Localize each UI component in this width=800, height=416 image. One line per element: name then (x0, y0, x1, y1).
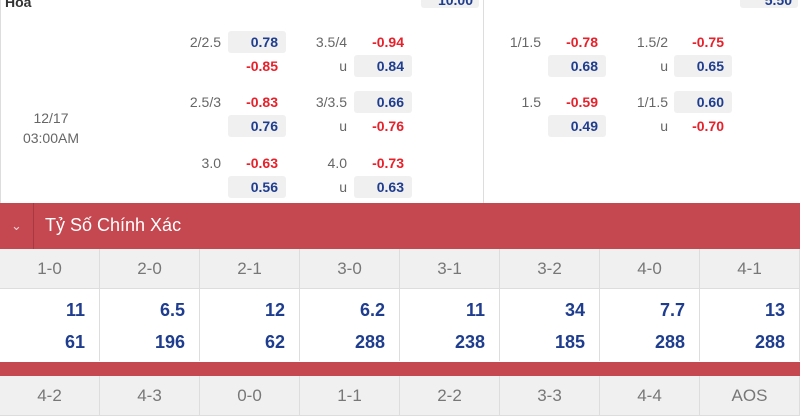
score-label: 1-1 (300, 376, 400, 415)
score-label: 2-1 (200, 249, 300, 288)
odds-value[interactable]: 7.7 (659, 300, 685, 320)
odds-value[interactable]: 288 (354, 332, 385, 352)
odds-value[interactable]: 62 (264, 332, 285, 352)
score-odds-cell[interactable]: 6.5 196 (100, 289, 200, 361)
odds-value[interactable]: 6.5 (159, 300, 185, 320)
draw-odds[interactable]: 5.50 (740, 0, 798, 8)
odds-value[interactable]: 12 (264, 300, 285, 320)
score-label: 4-0 (600, 249, 700, 288)
total-line: 1.5/2 (636, 34, 668, 50)
odds-value[interactable]: 196 (154, 332, 185, 352)
odds-value[interactable]: 11 (65, 300, 85, 320)
chevron-down-icon[interactable]: ⌄ (0, 203, 34, 249)
odds-value[interactable]: -0.75 (692, 34, 724, 50)
odds-panel: Hòa 10.00 5.50 12/17 03:00AM 2/2.5 0.78 -0… (0, 0, 800, 203)
draw-odds[interactable]: 10.00 (421, 0, 479, 8)
score-odds-cell[interactable]: 34 185 (500, 289, 600, 361)
score-label: 3-0 (300, 249, 400, 288)
handicap-line: 1/1.5 (509, 34, 541, 50)
odds-value[interactable]: 0.66 (354, 91, 412, 113)
score-label: 3-2 (500, 249, 600, 288)
odds-value[interactable]: 6.2 (359, 300, 385, 320)
under-label: u (339, 179, 347, 195)
odds-value[interactable]: -0.63 (246, 155, 278, 171)
score-odds-cell[interactable]: 7.7 288 (600, 289, 700, 361)
divider (483, 0, 484, 203)
under-label: u (339, 118, 347, 134)
under-label: u (660, 118, 668, 134)
score-label: 3-1 (400, 249, 500, 288)
odds-value[interactable]: -0.78 (566, 34, 598, 50)
odds-value[interactable]: 13 (764, 300, 785, 320)
odds-value[interactable]: -0.59 (566, 94, 598, 110)
total-line: 3/3.5 (315, 94, 347, 110)
score-odds-cell[interactable]: 11 238 (400, 289, 500, 361)
handicap-line: 2/2.5 (189, 34, 221, 50)
odds-value[interactable]: 0.49 (548, 115, 606, 137)
total-line: 4.0 (327, 155, 347, 171)
odds-value[interactable]: 0.60 (674, 91, 732, 113)
score-label: 0-0 (200, 376, 300, 415)
score-label: 4-3 (100, 376, 200, 415)
score-label: 4-4 (600, 376, 700, 415)
under-label: u (660, 58, 668, 74)
score-label: 4-2 (0, 376, 100, 415)
section-title: Tỷ Số Chính Xác (45, 215, 182, 235)
match-time: 12/17 03:00AM (11, 108, 91, 148)
odds-value[interactable]: -0.70 (692, 118, 724, 134)
odds-value[interactable]: 34 (564, 300, 585, 320)
score-label: AOS (700, 376, 800, 415)
odds-value[interactable]: 0.84 (354, 55, 412, 77)
odds-value[interactable]: 0.78 (228, 31, 286, 53)
odds-value[interactable]: 61 (64, 332, 85, 352)
score-header-row: 1-0 2-0 2-1 3-0 3-1 3-2 4-0 4-1 (0, 249, 800, 289)
odds-value[interactable]: -0.76 (372, 118, 404, 134)
section-band (0, 362, 800, 376)
odds-value[interactable]: 238 (454, 332, 485, 352)
odds-value[interactable]: 11 (465, 300, 485, 320)
total-line: 1/1.5 (636, 94, 668, 110)
odds-value[interactable]: -0.85 (246, 58, 278, 74)
odds-value[interactable]: 0.56 (228, 176, 286, 198)
odds-value[interactable]: 185 (554, 332, 585, 352)
score-label: 4-1 (700, 249, 800, 288)
score-label: 1-0 (0, 249, 100, 288)
match-date: 12/17 (33, 110, 69, 126)
score-label: 3-3 (500, 376, 600, 415)
odds-value[interactable]: 0.68 (548, 55, 606, 77)
under-label: u (339, 58, 347, 74)
odds-value[interactable]: 0.63 (354, 176, 412, 198)
odds-value[interactable]: -0.73 (372, 155, 404, 171)
match-clock: 03:00AM (22, 130, 80, 146)
score-odds-cell[interactable]: 11 61 (0, 289, 100, 361)
odds-value[interactable]: 0.76 (228, 115, 286, 137)
total-line: 3.5/4 (315, 34, 347, 50)
odds-value[interactable]: 288 (754, 332, 785, 352)
score-header-row: 4-2 4-3 0-0 1-1 2-2 3-3 4-4 AOS (0, 376, 800, 416)
score-odds-cell[interactable]: 6.2 288 (300, 289, 400, 361)
handicap-line: 2.5/3 (189, 94, 221, 110)
odds-value[interactable]: -0.94 (372, 34, 404, 50)
score-label: 2-0 (100, 249, 200, 288)
score-odds-cell[interactable]: 12 62 (200, 289, 300, 361)
draw-label: Hòa (5, 0, 32, 10)
handicap-line: 3.0 (201, 155, 221, 171)
score-label: 2-2 (400, 376, 500, 415)
odds-value[interactable]: -0.83 (246, 94, 278, 110)
handicap-line: 1.5 (521, 94, 541, 110)
odds-value[interactable]: 288 (654, 332, 685, 352)
score-odds-row: 11 61 6.5 196 12 62 6.2 288 11 238 34 185 7.7 288 13 28… (0, 289, 800, 361)
score-odds-cell[interactable]: 13 288 (700, 289, 800, 361)
section-header[interactable]: ⌄ Tỷ Số Chính Xác (0, 203, 800, 249)
odds-value[interactable]: 0.65 (674, 55, 732, 77)
